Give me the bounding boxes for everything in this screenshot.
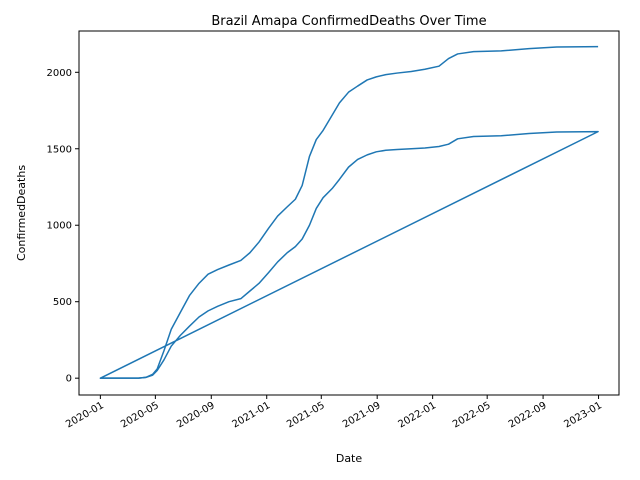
- x-axis-label: Date: [336, 452, 363, 465]
- y-tick-label-2: 1000: [47, 221, 72, 232]
- series-line-2: [100, 45, 599, 379]
- y-axis: 0 500 1000 1500 2000: [47, 68, 79, 385]
- plot-frame: [78, 30, 620, 396]
- chart-title: Brazil Amapa ConfirmedDeaths Over Time: [211, 14, 486, 29]
- y-tick-label-1: 500: [53, 297, 72, 308]
- series-lines: [99, 45, 599, 379]
- y-tick-label-3: 1500: [47, 144, 72, 155]
- y-tick-label-0: 0: [66, 374, 72, 385]
- y-tick-label-4: 2000: [47, 68, 72, 79]
- y-axis-label: ConfirmedDeaths: [15, 165, 28, 261]
- series-line-1: [99, 130, 599, 379]
